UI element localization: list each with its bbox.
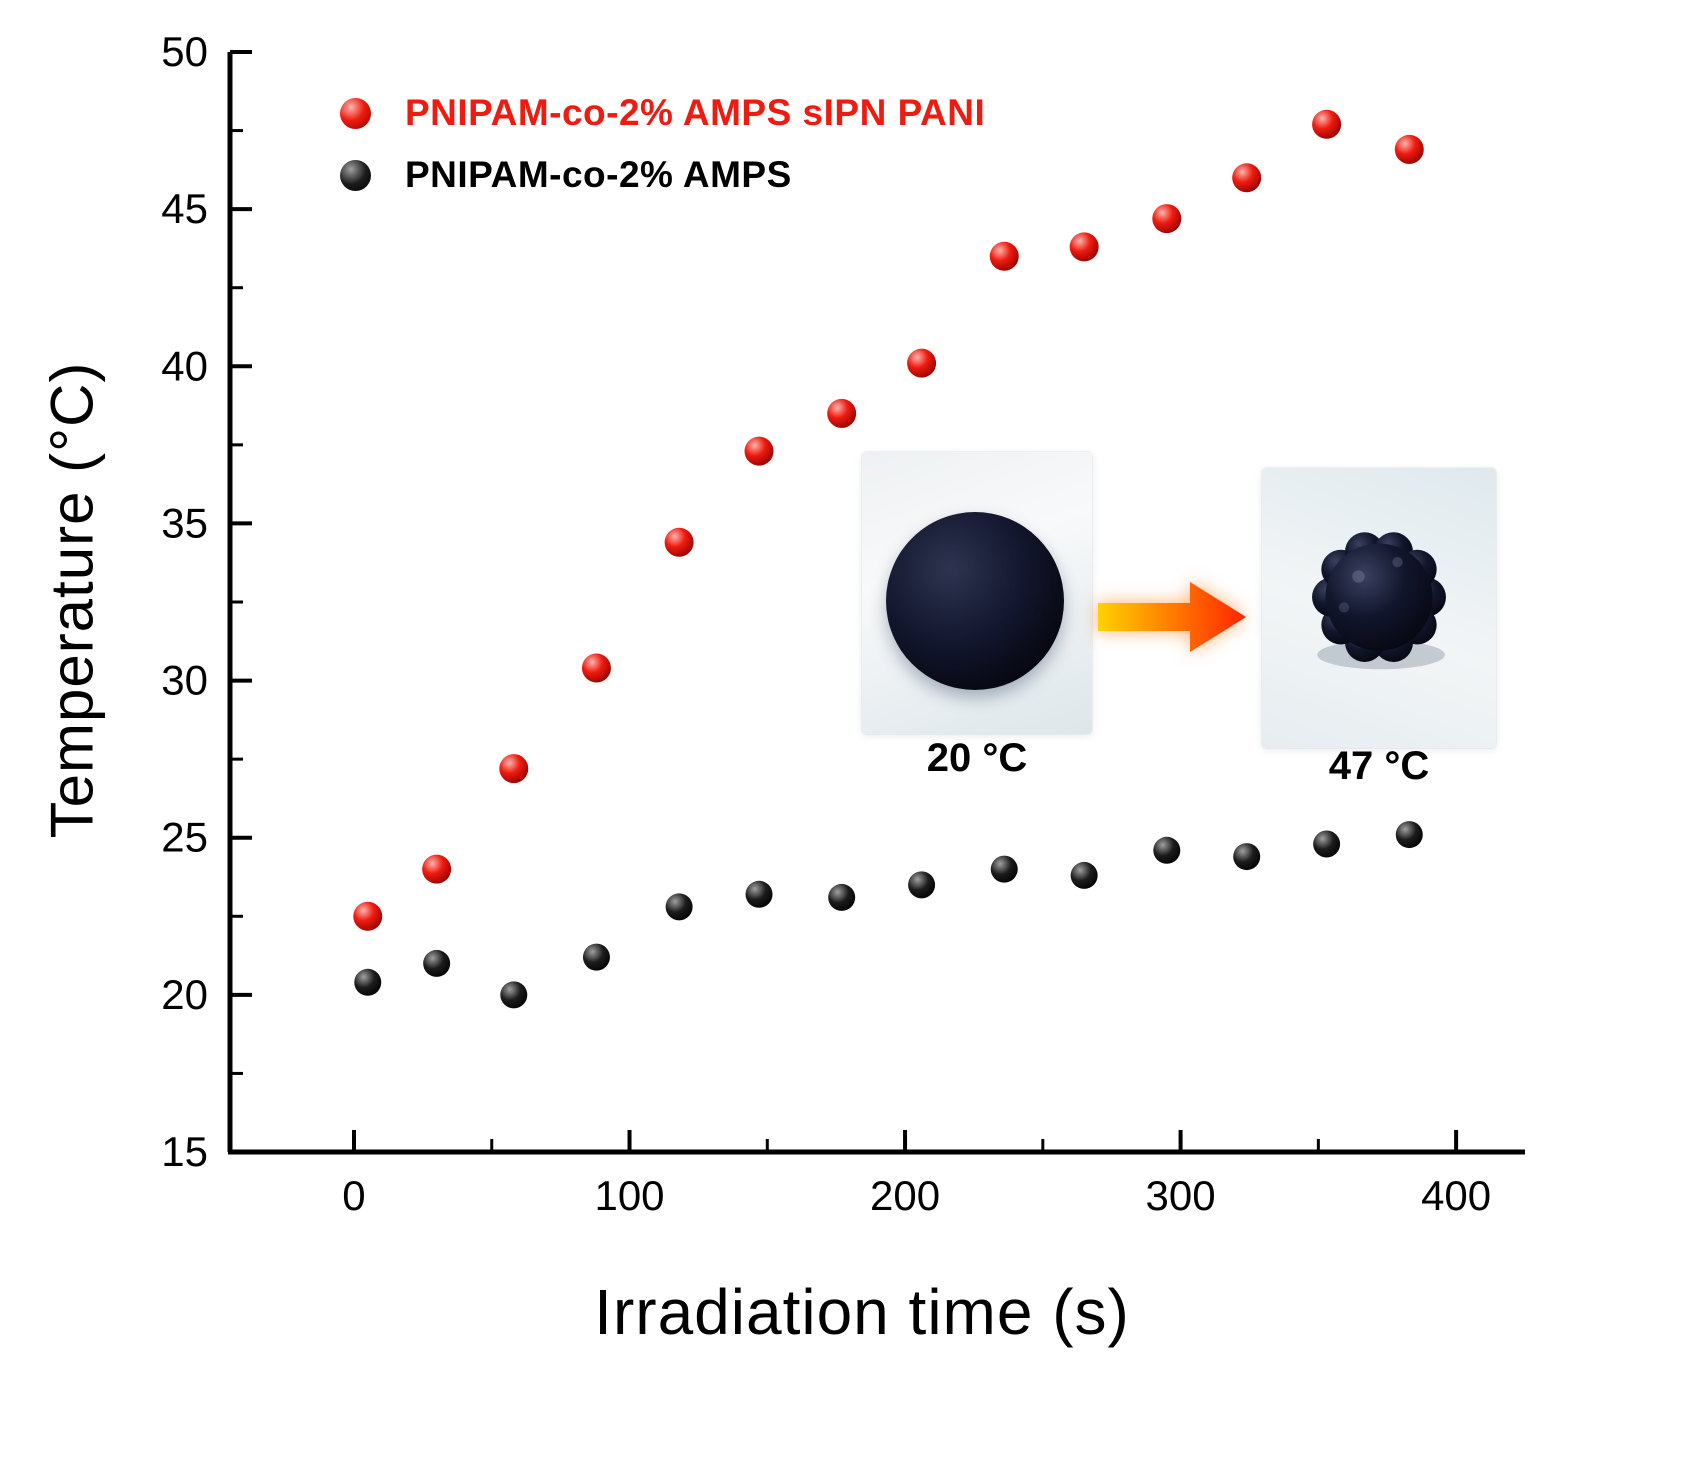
data-point bbox=[1069, 232, 1099, 262]
photo-label-20c: 20 °C bbox=[926, 736, 1028, 780]
data-point bbox=[908, 871, 936, 899]
data-point bbox=[827, 398, 857, 428]
data-points bbox=[353, 109, 1424, 1009]
hydrogel-shrunken-blob bbox=[1312, 532, 1446, 670]
data-point bbox=[665, 893, 693, 921]
data-point bbox=[500, 981, 528, 1009]
x-tick-label: 300 bbox=[1146, 1172, 1216, 1219]
data-point bbox=[422, 854, 452, 884]
data-point bbox=[907, 348, 937, 378]
data-point bbox=[1233, 843, 1261, 871]
y-tick-label: 25 bbox=[161, 814, 208, 861]
data-point bbox=[499, 754, 529, 784]
data-point bbox=[581, 653, 611, 683]
legend-label-amps: PNIPAM-co-2% AMPS bbox=[405, 154, 792, 195]
x-tick-label: 100 bbox=[594, 1172, 664, 1219]
x-tick-label: 0 bbox=[342, 1172, 365, 1219]
data-point bbox=[1152, 204, 1182, 234]
data-point bbox=[1313, 830, 1341, 858]
photo-label-47c: 47 °C bbox=[1328, 744, 1430, 788]
legend-item-amps: PNIPAM-co-2% AMPS bbox=[340, 154, 985, 196]
y-tick-label: 15 bbox=[161, 1128, 208, 1175]
photo-hydrogel-20c bbox=[862, 452, 1092, 734]
axes: 0 100 200 300 400 15 20 25 30 35 40 45 50 bbox=[161, 28, 1525, 1219]
data-point bbox=[664, 527, 694, 557]
data-point bbox=[828, 883, 856, 911]
data-point bbox=[990, 855, 1018, 883]
x-axis-label: Irradiation time (s) bbox=[594, 1276, 1130, 1348]
x-tick-label: 400 bbox=[1421, 1172, 1491, 1219]
data-point bbox=[1070, 861, 1098, 889]
data-point bbox=[1312, 109, 1342, 139]
data-point bbox=[1394, 134, 1424, 164]
data-point bbox=[989, 241, 1019, 271]
data-point bbox=[1232, 163, 1262, 193]
data-point bbox=[1395, 821, 1423, 849]
data-point bbox=[354, 968, 382, 996]
y-tick-label: 50 bbox=[161, 28, 208, 75]
legend-marker-black-icon bbox=[340, 159, 371, 191]
data-point bbox=[744, 436, 774, 466]
y-tick-label: 45 bbox=[161, 185, 208, 232]
y-tick-label: 40 bbox=[161, 342, 208, 389]
legend-item-sipn-pani: PNIPAM-co-2% AMPS sIPN PANI bbox=[340, 92, 985, 134]
data-point bbox=[582, 943, 610, 971]
hydrogel-swollen-disc bbox=[886, 512, 1064, 690]
photo-hydrogel-47c bbox=[1262, 468, 1496, 748]
legend-label-sipn-pani: PNIPAM-co-2% AMPS sIPN PANI bbox=[405, 92, 986, 133]
data-point bbox=[1153, 836, 1181, 864]
x-tick-label: 200 bbox=[870, 1172, 940, 1219]
data-point bbox=[745, 880, 773, 908]
heating-arrow-icon bbox=[1098, 582, 1246, 652]
y-tick-label: 35 bbox=[161, 499, 208, 546]
legend: PNIPAM-co-2% AMPS sIPN PANI PNIPAM-co-2%… bbox=[340, 92, 985, 196]
y-tick-label: 20 bbox=[161, 971, 208, 1018]
data-point bbox=[353, 901, 383, 931]
y-axis-label: Temperature (°C) bbox=[38, 361, 106, 839]
y-tick-label: 30 bbox=[161, 657, 208, 704]
data-point bbox=[423, 949, 451, 977]
legend-marker-red-icon bbox=[340, 97, 371, 129]
